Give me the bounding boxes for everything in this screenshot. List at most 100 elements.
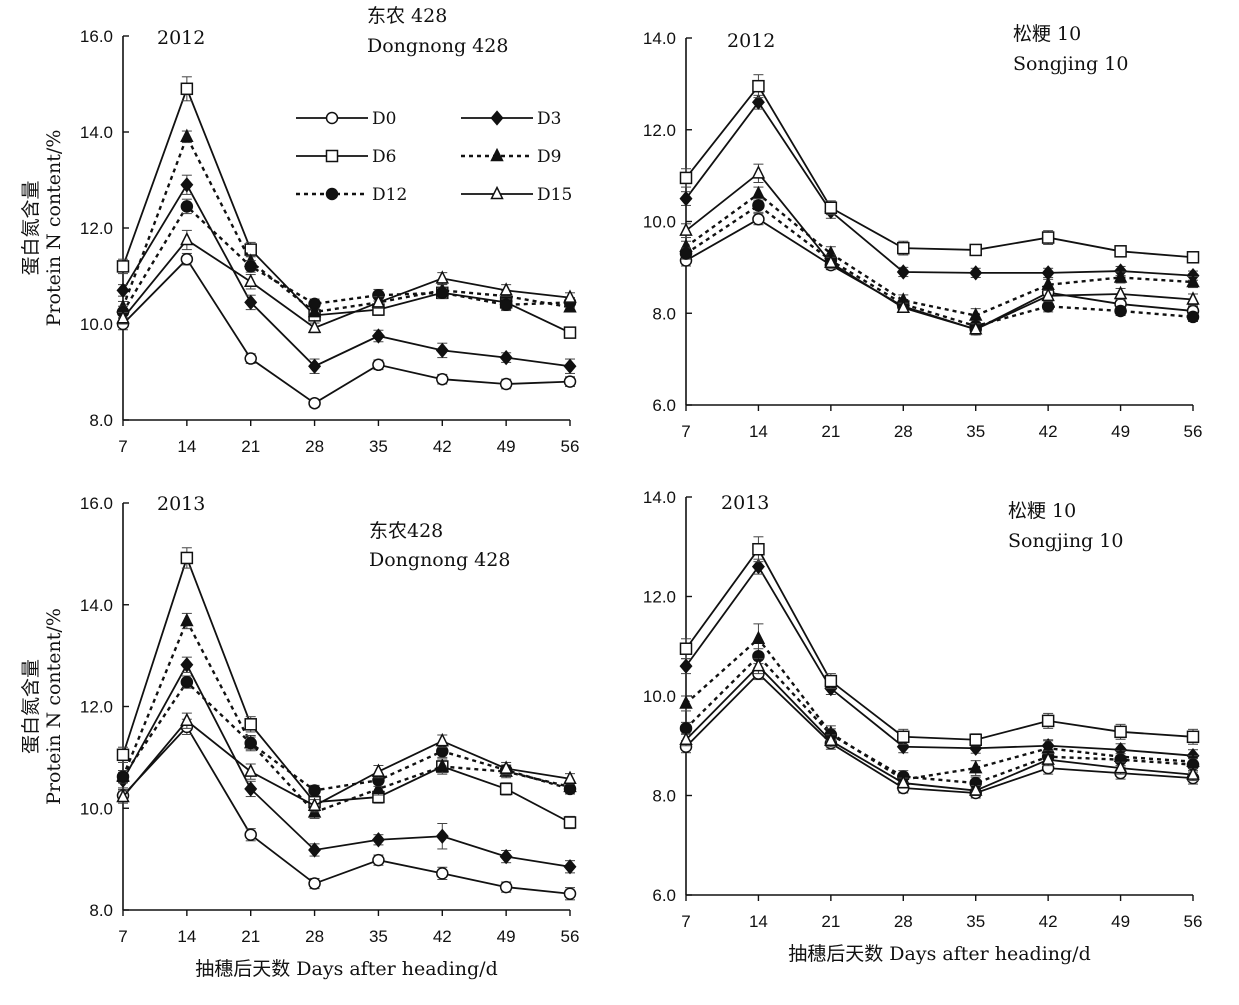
data-point — [308, 842, 322, 858]
series-D3 — [116, 174, 577, 374]
legend-label: D3 — [537, 109, 561, 129]
x-tick-label: 35 — [966, 422, 985, 441]
legend-marker — [325, 149, 339, 163]
data-point — [180, 551, 194, 565]
data-point — [563, 770, 577, 784]
data-point — [244, 273, 258, 288]
data-point — [897, 730, 910, 744]
data-point — [679, 642, 693, 655]
panel-year: 2012 — [727, 30, 775, 52]
data-point — [563, 816, 577, 829]
variety-cn-label: 东农 428 — [367, 5, 447, 27]
data-point — [752, 199, 765, 212]
x-tick-label: 14 — [749, 422, 768, 441]
legend-marker — [325, 187, 339, 201]
data-point — [244, 736, 257, 750]
data-point — [824, 674, 838, 688]
series-line — [121, 204, 571, 313]
data-point — [116, 770, 130, 783]
variety-cn-label: 东农428 — [369, 520, 443, 542]
y-tick-label: 8.0 — [652, 304, 676, 323]
data-point — [307, 319, 322, 334]
data-point — [180, 231, 194, 246]
data-point — [244, 260, 257, 273]
series-D0 — [116, 252, 577, 410]
series-D15 — [679, 163, 1200, 336]
y-tick-label: 12.0 — [80, 698, 113, 717]
data-point — [969, 733, 982, 747]
variety-en-label: Songjing 10 — [1013, 53, 1128, 75]
data-point — [969, 321, 983, 335]
data-point — [180, 657, 194, 673]
legend-label: D9 — [537, 147, 561, 167]
series-line — [685, 672, 1194, 794]
y-axis-label-en: Protein N content/% — [43, 130, 65, 327]
x-tick-label: 21 — [821, 912, 840, 931]
data-point — [896, 774, 910, 789]
series-line — [122, 725, 571, 895]
data-point — [969, 782, 983, 796]
x-tick-label: 28 — [894, 912, 913, 931]
series-line — [685, 203, 1194, 328]
data-point — [1113, 285, 1128, 300]
data-point — [1113, 269, 1128, 283]
data-point — [751, 94, 765, 110]
data-point — [563, 887, 577, 900]
legend-entry-D3: D3 — [461, 109, 561, 129]
x-tick-label: 28 — [894, 422, 913, 441]
series-line — [121, 618, 571, 814]
data-point — [679, 171, 693, 185]
data-point — [679, 190, 693, 207]
data-point — [1186, 251, 1200, 264]
variety-cn-label: 松粳 10 — [1013, 23, 1081, 45]
x-tick-label: 21 — [241, 437, 260, 456]
x-tick-label: 42 — [433, 437, 452, 456]
data-point — [563, 859, 577, 875]
x-tick-label: 49 — [1111, 912, 1130, 931]
data-point — [752, 79, 765, 93]
y-tick-label: 8.0 — [89, 901, 113, 920]
data-point — [1186, 310, 1200, 324]
y-tick-label: 16.0 — [80, 494, 113, 513]
legend-marker — [490, 110, 504, 126]
data-point — [499, 377, 513, 391]
data-point — [180, 82, 194, 96]
x-axis-label: 抽穗后天数 Days after heading/d — [195, 958, 498, 980]
series-line — [685, 637, 1194, 781]
y-axis-label-cn: 蛋白氮含量 — [20, 180, 42, 275]
y-tick-label: 14.0 — [80, 123, 113, 142]
data-point — [180, 128, 194, 143]
y-tick-label: 10.0 — [80, 799, 113, 818]
series-D6 — [679, 74, 1200, 264]
legend-label: D6 — [372, 147, 396, 167]
x-tick-label: 7 — [118, 927, 127, 946]
data-point — [969, 243, 982, 257]
data-point — [180, 675, 194, 689]
data-point — [371, 328, 385, 344]
series-line — [122, 257, 571, 405]
x-axis-label: 抽穗后天数 Days after heading/d — [788, 943, 1091, 965]
series-line — [685, 84, 1194, 259]
series-line — [122, 719, 571, 807]
data-point — [116, 788, 130, 803]
x-tick-label: 28 — [305, 437, 324, 456]
data-point — [824, 254, 838, 269]
legend-label: D0 — [372, 109, 396, 129]
data-point — [371, 294, 386, 308]
series-line — [685, 100, 1194, 277]
data-point — [499, 298, 513, 312]
data-point — [116, 260, 130, 273]
x-tick-label: 35 — [369, 437, 388, 456]
y-tick-label: 12.0 — [643, 588, 676, 607]
data-point — [244, 763, 258, 777]
y-tick-label: 14.0 — [643, 29, 676, 48]
data-point — [499, 848, 513, 865]
series-D6 — [679, 536, 1200, 747]
data-point — [371, 780, 386, 795]
data-point — [180, 177, 194, 193]
y-tick-label: 14.0 — [80, 596, 113, 615]
data-point — [372, 358, 385, 372]
series-line — [685, 654, 1194, 785]
series-D0 — [116, 718, 577, 901]
